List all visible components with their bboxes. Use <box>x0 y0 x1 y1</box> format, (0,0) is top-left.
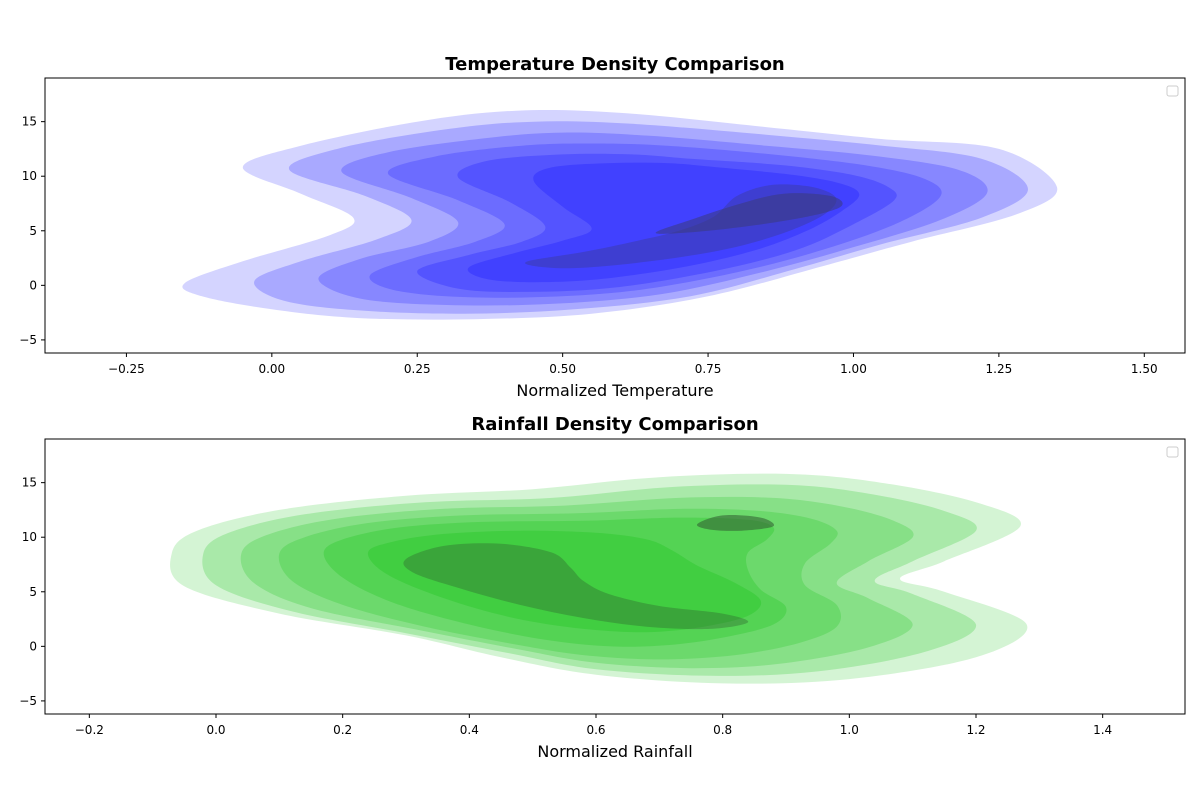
temperature-x-tick-label: 0.50 <box>549 362 576 376</box>
temperature-y-tick-label: 0 <box>29 278 37 292</box>
rainfall-x-tick-label: 0.8 <box>713 723 732 737</box>
rainfall-x-tick-label: 1.2 <box>966 723 985 737</box>
rainfall-x-tick-label: −0.2 <box>75 723 104 737</box>
temperature-x-tick-label: 1.50 <box>1131 362 1158 376</box>
temperature-x-tick-label: 1.00 <box>840 362 867 376</box>
rainfall-y-tick-label: 5 <box>29 585 37 599</box>
temperature-x-axis-label: Normalized Temperature <box>516 381 713 400</box>
rainfall-legend-box <box>1166 446 1179 458</box>
rainfall-panel: Rainfall Density Comparison −0.2 0.0 0.2 0.… <box>19 414 1186 761</box>
rainfall-density-level-1 <box>170 473 1028 684</box>
rainfall-x-tick-label: 0.4 <box>460 723 479 737</box>
rainfall-contours <box>170 473 1028 684</box>
temperature-y-tick-label: 15 <box>22 115 37 129</box>
temperature-density-level-4 <box>369 143 942 298</box>
temperature-density-level-2 <box>254 121 1029 314</box>
rainfall-density-level-2 <box>202 484 977 676</box>
temperature-axes-frame <box>44 77 1186 354</box>
temperature-y-tick-label: −5 <box>19 333 37 347</box>
temperature-x-tick-label: 1.25 <box>986 362 1013 376</box>
temperature-density-level-1 <box>182 110 1058 320</box>
rainfall-y-tick-label: 0 <box>29 639 37 653</box>
rainfall-density-level-4 <box>278 508 842 660</box>
rainfall-density-level-3 <box>240 496 914 669</box>
rainfall-density-level-5 <box>323 517 787 647</box>
rainfall-x-ticks: −0.2 0.0 0.2 0.4 0.6 0.8 1.0 1.2 1.4 <box>75 714 1112 737</box>
temperature-x-tick-label: 0.75 <box>695 362 722 376</box>
rainfall-x-tick-label: 0.2 <box>333 723 352 737</box>
temperature-density-level-8 <box>655 193 843 234</box>
rainfall-y-tick-label: 10 <box>22 530 37 544</box>
temperature-y-tick-label: 10 <box>22 169 37 183</box>
temperature-x-tick-label: 0.25 <box>404 362 431 376</box>
temperature-x-ticks: −0.25 0.00 0.25 0.50 0.75 1.00 1.25 1.50 <box>108 353 1158 376</box>
rainfall-x-tick-label: 1.0 <box>840 723 859 737</box>
rainfall-x-tick-label: 1.4 <box>1093 723 1112 737</box>
rainfall-density-level-6 <box>367 530 762 633</box>
rainfall-x-tick-label: 0.0 <box>206 723 225 737</box>
rainfall-axes-frame <box>44 438 1186 715</box>
temperature-y-tick-label: 5 <box>29 224 37 238</box>
temperature-y-ticks: −5 0 5 10 15 <box>19 115 45 347</box>
temperature-x-tick-label: −0.25 <box>108 362 145 376</box>
rainfall-x-tick-label: 0.6 <box>586 723 605 737</box>
rainfall-y-ticks: −5 0 5 10 15 <box>19 476 45 708</box>
rainfall-y-tick-label: 15 <box>22 476 37 490</box>
temperature-panel: Temperature Density Comparison −0.25 0.00… <box>19 54 1186 400</box>
temperature-density-level-3 <box>318 132 988 306</box>
rainfall-chart-title: Rainfall Density Comparison <box>471 414 758 435</box>
rainfall-density-level-8 <box>696 515 775 531</box>
temperature-legend-box <box>1166 85 1179 97</box>
temperature-density-level-5 <box>417 153 897 292</box>
temperature-x-tick-label: 0.00 <box>258 362 285 376</box>
rainfall-x-axis-label: Normalized Rainfall <box>537 742 692 761</box>
rainfall-y-tick-label: −5 <box>19 694 37 708</box>
rainfall-density-level-7 <box>403 543 749 630</box>
temperature-contours <box>182 110 1058 320</box>
temperature-chart-title: Temperature Density Comparison <box>445 54 785 75</box>
temperature-density-level-6 <box>467 162 860 283</box>
